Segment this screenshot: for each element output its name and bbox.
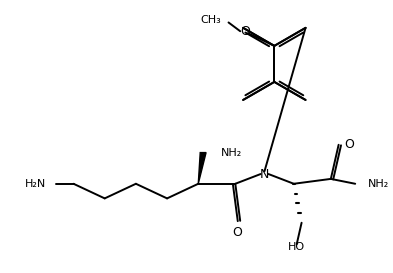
Text: NH₂: NH₂ [221,148,242,158]
Text: O: O [240,25,250,38]
Text: H₂N: H₂N [25,179,46,189]
Text: CH₃: CH₃ [200,14,221,25]
Text: NH₂: NH₂ [368,179,389,189]
Text: N: N [260,168,269,180]
Text: O: O [232,226,242,239]
Text: O: O [345,138,354,151]
Polygon shape [198,153,206,184]
Text: HO: HO [288,242,305,252]
